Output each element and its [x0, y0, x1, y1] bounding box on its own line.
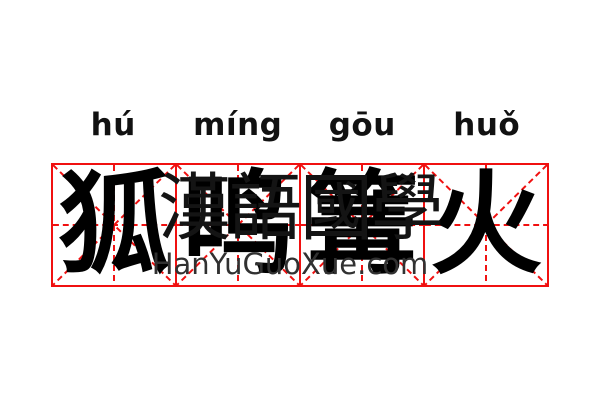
mizige-guides — [425, 165, 547, 285]
pinyin-syllable: hú — [90, 107, 136, 143]
pinyin-syllable: gōu — [328, 107, 396, 143]
pinyin-row: hú míng gōu huǒ — [51, 100, 549, 144]
watermark-site-text: HanYuGuoXue.com — [151, 247, 429, 281]
grid-cell: 狐 — [53, 165, 175, 285]
mizige-guides — [301, 165, 423, 285]
grid-cell: 篝 — [299, 165, 423, 285]
mizige-guides — [53, 165, 175, 285]
mizige-guides — [177, 165, 299, 285]
watermark-cjk-text: 漢語國學 — [158, 166, 444, 251]
grid-cell: 鸣 — [175, 165, 299, 285]
mizige-grid: 狐 鸣 篝 — [51, 163, 549, 287]
idiom-character: 鸣 — [182, 160, 294, 290]
idiom-character: 狐 — [58, 160, 170, 290]
pinyin-syllable: huǒ — [453, 107, 521, 143]
pinyin-syllable: míng — [193, 107, 283, 143]
idiom-character: 火 — [430, 160, 542, 290]
grid-cell: 火 — [423, 165, 547, 285]
idiom-character: 篝 — [306, 160, 418, 290]
